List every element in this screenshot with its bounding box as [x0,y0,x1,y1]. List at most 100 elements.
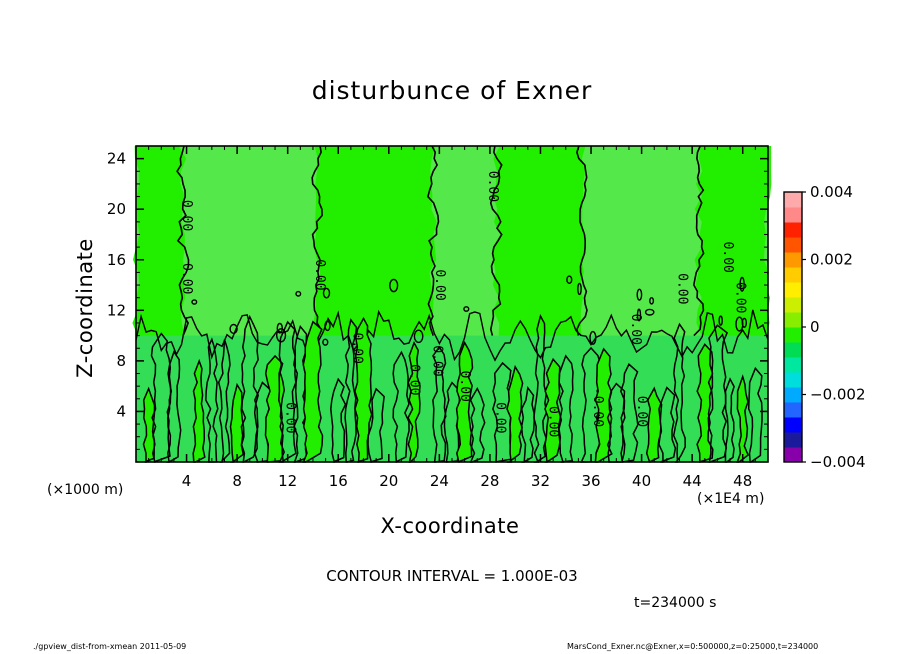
contour-label-3: 0.00 [283,402,298,433]
colorbar-segment-8 [784,342,802,358]
column-contour-27 [533,314,548,463]
colorbar-segment-9 [784,327,802,343]
contour-label-9: 0.00 [457,371,472,402]
colorbar-label-2: 0.002 [810,251,853,269]
time-stamp: t=234000 s [634,595,717,611]
column-contour-15 [344,318,358,463]
contour-label-15: 0.00 [634,396,649,427]
column-contour-39 [724,377,735,463]
colorbar-segment-12 [784,282,802,298]
contour-blob-2 [324,320,331,332]
contour-blob-7 [229,323,238,335]
contour-label-17: 0.00 [720,242,735,273]
column-contour-22 [455,340,475,463]
y-tick-label-12: 12 [107,301,126,319]
column-contour-23 [469,386,486,463]
contour-label-11: 0.00 [493,402,508,433]
column-contour-11 [278,320,297,463]
column-contour-20 [432,345,447,463]
upper-contour-5 [576,145,588,336]
x-unit-right: (×1E4 m) [697,491,765,507]
contour-label-4: 0.00 [312,259,327,290]
contour-label-5: 0.00 [350,333,365,364]
x-tick-label-48: 48 [733,472,752,490]
upper-contour-4 [489,145,503,336]
x-tick-label-36: 36 [581,472,600,490]
contour-blob-3 [322,338,329,346]
contour-blob-21 [463,306,470,312]
colorbar-segment-11 [784,297,802,313]
contour-label-2: 0.00 [179,263,194,294]
column-contour-18 [392,350,410,463]
colorbar-label-3: 0 [810,318,820,336]
column-contour-36 [672,322,686,463]
colorbar-segment-18 [784,192,802,208]
contour-blob-9 [636,308,642,322]
mid-contour [135,309,769,362]
contour-blob-14 [577,282,582,296]
contour-label-8: 0.00 [432,269,447,300]
column-contour-6 [217,339,231,463]
x-tick-label-4: 4 [182,472,192,490]
contour-label-7: 0.00 [429,345,444,376]
column-contour-26 [520,385,535,463]
contour-blob-19 [718,315,723,326]
x-tick-label-44: 44 [683,472,702,490]
x-tick-label-40: 40 [632,472,651,490]
contour-label-18: 0.00 [733,282,748,313]
column-contour-17 [367,387,385,463]
column-contour-35 [658,386,677,463]
x-tick-label-12: 12 [278,472,297,490]
contour-label-13: 0.00 [590,396,605,427]
column-contour-33 [619,363,639,463]
x-tick-label-8: 8 [232,472,242,490]
upper-contour-2 [311,145,323,337]
column-contour-29 [557,354,574,463]
y-tick-label-24: 24 [107,150,126,168]
column-contour-2 [150,332,172,463]
column-contour-38 [707,324,729,463]
column-contour-14 [330,377,347,463]
x-tick-label-20: 20 [379,472,398,490]
contour-label-14: 0.00 [628,314,643,345]
contour-blob-16 [566,275,573,285]
contour-blob-8 [276,322,283,334]
column-contour-19 [407,341,421,463]
contour-blob-20 [295,290,302,297]
x-tick-label-28: 28 [480,472,499,490]
colorbar-label-5: −0.004 [810,453,866,471]
colorbar-segment-16 [784,222,802,238]
y-tick-label-4: 4 [116,402,126,420]
footer-right: MarsCond_Exner.nc@Exner,x=0:500000,z=0:2… [567,642,819,651]
column-contour-3 [166,350,182,463]
contour-blob-13 [322,287,331,299]
bright-region-2 [313,146,437,336]
colorbar-label-4: −0.002 [810,386,866,404]
footer-left: ./gpview_dist-from-xmean 2011-05-09 [33,642,187,651]
colorbar-segment-2 [784,432,802,448]
y-tick-label-8: 8 [116,352,126,370]
column-contour-37 [696,343,714,463]
upper-contour-1 [176,145,190,336]
contour-label-10: 0.00 [485,171,500,202]
colorbar-segment-13 [784,267,802,283]
contour-blob-11 [636,288,643,301]
contour-label-1: 0.00 [179,200,194,231]
column-contour-5 [205,337,219,463]
column-contour-13 [302,320,324,463]
colorbar-segment-6 [784,372,802,388]
contour-blob-22 [389,278,399,293]
x-tick-label-24: 24 [430,472,449,490]
contour-blob-10 [191,299,198,305]
contour-blob-17 [735,316,744,332]
column-contour-32 [606,382,626,463]
colorbar-segment-5 [784,387,802,403]
contour-label-6: 0.00 [407,364,422,395]
x-unit-left: (×1000 m) [47,482,124,498]
colorbar-segment-3 [784,417,802,433]
contour-blob-4 [589,330,597,345]
column-contour-8 [240,314,260,463]
column-contour-21 [443,381,461,463]
contour-blob-15 [739,276,745,292]
chart-title: disturbunce of Exner [311,76,593,105]
